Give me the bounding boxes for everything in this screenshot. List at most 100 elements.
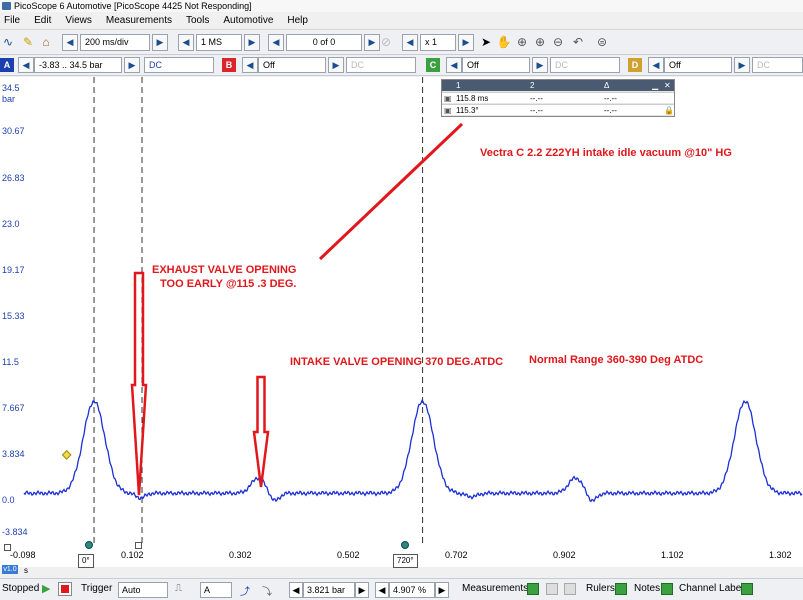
menu-automotive[interactable]: Automotive <box>223 15 274 26</box>
ruler-row-value: --.-- <box>604 106 617 115</box>
ruler-row-value: --.-- <box>604 94 617 103</box>
menu-measurements[interactable]: Measurements <box>105 15 172 26</box>
x-tick-label: 0.102 <box>121 550 144 560</box>
ruler-row-value: 115.8 ms <box>456 94 489 103</box>
x-tick-label: 1.302 <box>769 550 792 560</box>
ruler-legend[interactable]: 1 2 Δ ▁ ✕ ▣ 115.8 ms --.-- --.-- ▣ 115.3… <box>441 79 675 117</box>
channel-c-range-next[interactable]: ▶ <box>532 57 548 73</box>
rising-edge-icon[interactable]: ⤴ <box>240 587 250 598</box>
ruler-handle[interactable] <box>4 544 11 551</box>
samples-select[interactable]: 1 MS <box>196 34 242 51</box>
channel-b-range-prev[interactable]: ◀ <box>242 57 258 73</box>
falling-edge-icon[interactable]: ⤵ <box>262 587 272 598</box>
ruler-3-handle[interactable] <box>401 541 409 549</box>
zoom-out-icon[interactable]: ⊖ <box>552 35 564 49</box>
channel-d-range[interactable]: Off <box>664 57 732 73</box>
samples-next-button[interactable]: ▶ <box>244 34 260 51</box>
edit-measurement-icon[interactable] <box>546 583 558 595</box>
capture-next-button[interactable]: ▶ <box>364 34 380 51</box>
timebase-next-button[interactable]: ▶ <box>152 34 168 51</box>
hand-icon[interactable]: ✋ <box>496 35 512 49</box>
annotation-exhaust-line2: TOO EARLY @115 .3 DEG. <box>160 278 297 290</box>
pretrigger-percent[interactable]: 4.907 % <box>389 582 435 598</box>
channel-d-range-prev[interactable]: ◀ <box>648 57 664 73</box>
channel-b-badge[interactable]: B <box>222 58 236 72</box>
ruler-1-tag[interactable]: 0° <box>78 554 94 568</box>
lock-icon[interactable]: 🔒 <box>664 106 674 115</box>
scope-plot[interactable]: 34.5 bar 30.67 26.83 23.0 19.17 15.33 11… <box>0 77 803 575</box>
samples-prev-button[interactable]: ◀ <box>178 34 194 51</box>
pointer-icon[interactable]: ➤ <box>480 35 492 49</box>
trigger-label: Trigger <box>81 583 113 594</box>
trigger-edge-icon[interactable]: ⎍ <box>175 583 182 594</box>
trigger-channel-select[interactable]: A <box>200 582 232 598</box>
timebase-prev-button[interactable]: ◀ <box>62 34 78 51</box>
channel-a-badge[interactable]: A <box>0 58 14 72</box>
intake-arrow <box>252 375 270 488</box>
ruler-1-handle[interactable] <box>85 541 93 549</box>
pretrigger-prev[interactable]: ◀ <box>375 582 389 598</box>
scope-canvas[interactable] <box>0 77 803 567</box>
zoom-in-plus-icon[interactable]: ⊕ <box>534 35 546 49</box>
y-tick-label: 0.0 <box>2 495 15 505</box>
no-entry-icon[interactable]: ⊘ <box>380 35 392 49</box>
rulers-label: Rulers <box>586 583 615 594</box>
channel-c-range[interactable]: Off <box>462 57 530 73</box>
channel-d-range-next[interactable]: ▶ <box>734 57 750 73</box>
undo-zoom-icon[interactable]: ↶ <box>572 35 584 49</box>
close-icon[interactable]: ✕ <box>664 81 671 90</box>
timebase-select[interactable]: 200 ms/div <box>80 34 150 51</box>
pretrigger-next[interactable]: ▶ <box>435 582 449 598</box>
trigger-level-next[interactable]: ▶ <box>355 582 369 598</box>
notes-icon[interactable] <box>661 583 673 595</box>
menu-tools[interactable]: Tools <box>186 15 210 26</box>
menu-edit[interactable]: Edit <box>34 15 52 26</box>
channel-c-range-prev[interactable]: ◀ <box>446 57 462 73</box>
scope-mode-icon[interactable]: ∿ <box>2 35 14 49</box>
menu-file[interactable]: File <box>4 15 21 26</box>
delete-measurement-icon[interactable] <box>564 583 576 595</box>
add-measurement-icon[interactable] <box>527 583 539 595</box>
channel-d-badge[interactable]: D <box>628 58 642 72</box>
ruler-row-icon: ▣ <box>444 106 452 115</box>
channel-c-badge[interactable]: C <box>426 58 440 72</box>
stop-button[interactable] <box>58 582 72 596</box>
rulers-icon[interactable] <box>615 583 627 595</box>
channel-a-range-next[interactable]: ▶ <box>124 57 140 73</box>
ruler-3-tag[interactable]: 720° <box>393 554 418 568</box>
trigger-mode-select[interactable]: Auto <box>118 582 168 598</box>
ruler-row-icon: ▣ <box>444 94 452 103</box>
menu-help[interactable]: Help <box>287 15 308 26</box>
zoom-prev-button[interactable]: ◀ <box>402 34 418 51</box>
channel-a-range[interactable]: -3.83 .. 34.5 bar <box>34 57 122 73</box>
channel-a-range-prev[interactable]: ◀ <box>18 57 34 73</box>
minimize-icon[interactable]: ▁ <box>652 81 659 90</box>
zoom-in-icon[interactable]: ⊕ <box>516 35 528 49</box>
trigger-level-prev[interactable]: ◀ <box>289 582 303 598</box>
capture-prev-button[interactable]: ◀ <box>268 34 284 51</box>
channel-labels-icon[interactable] <box>741 583 753 595</box>
capture-counter[interactable]: 0 of 0 <box>286 34 362 51</box>
notes-label: Notes <box>634 583 661 594</box>
channel-b-coupling[interactable]: DC <box>346 57 416 73</box>
home-icon[interactable]: ⌂ <box>42 35 50 49</box>
zoom-next-button[interactable]: ▶ <box>458 34 474 51</box>
channel-c-coupling[interactable]: DC <box>550 57 620 73</box>
ruler-legend-header: 1 2 Δ ▁ ✕ <box>442 80 674 91</box>
ruler-2-handle[interactable] <box>135 542 142 549</box>
channel-b-range-next[interactable]: ▶ <box>328 57 344 73</box>
menu-views[interactable]: Views <box>65 15 92 26</box>
trigger-level[interactable]: 3.821 bar <box>303 582 355 598</box>
annotation-normal-range: Normal Range 360-390 Deg ATDC <box>529 354 704 366</box>
annotation-intake: INTAKE VALVE OPENING 370 DEG.ATDC <box>290 356 504 368</box>
y-tick-label: 23.0 <box>2 219 20 229</box>
channel-d-coupling[interactable]: DC <box>752 57 803 73</box>
channel-toolbar: A ◀ -3.83 .. 34.5 bar ▶ DC B ◀ Off ▶ DC … <box>0 55 803 76</box>
wizard-icon[interactable]: ✎ <box>22 35 34 49</box>
channel-a-coupling[interactable]: DC <box>144 57 214 73</box>
zoom-fit-icon[interactable]: ⊜ <box>596 35 608 49</box>
zoom-level[interactable]: x 1 <box>420 34 456 51</box>
channel-b-range[interactable]: Off <box>258 57 326 73</box>
run-icon[interactable]: ▶ <box>42 583 51 595</box>
status-bar: Stopped ▶ Trigger Auto ⎍ A ⤴ ⤵ ◀ 3.821 b… <box>0 578 803 600</box>
